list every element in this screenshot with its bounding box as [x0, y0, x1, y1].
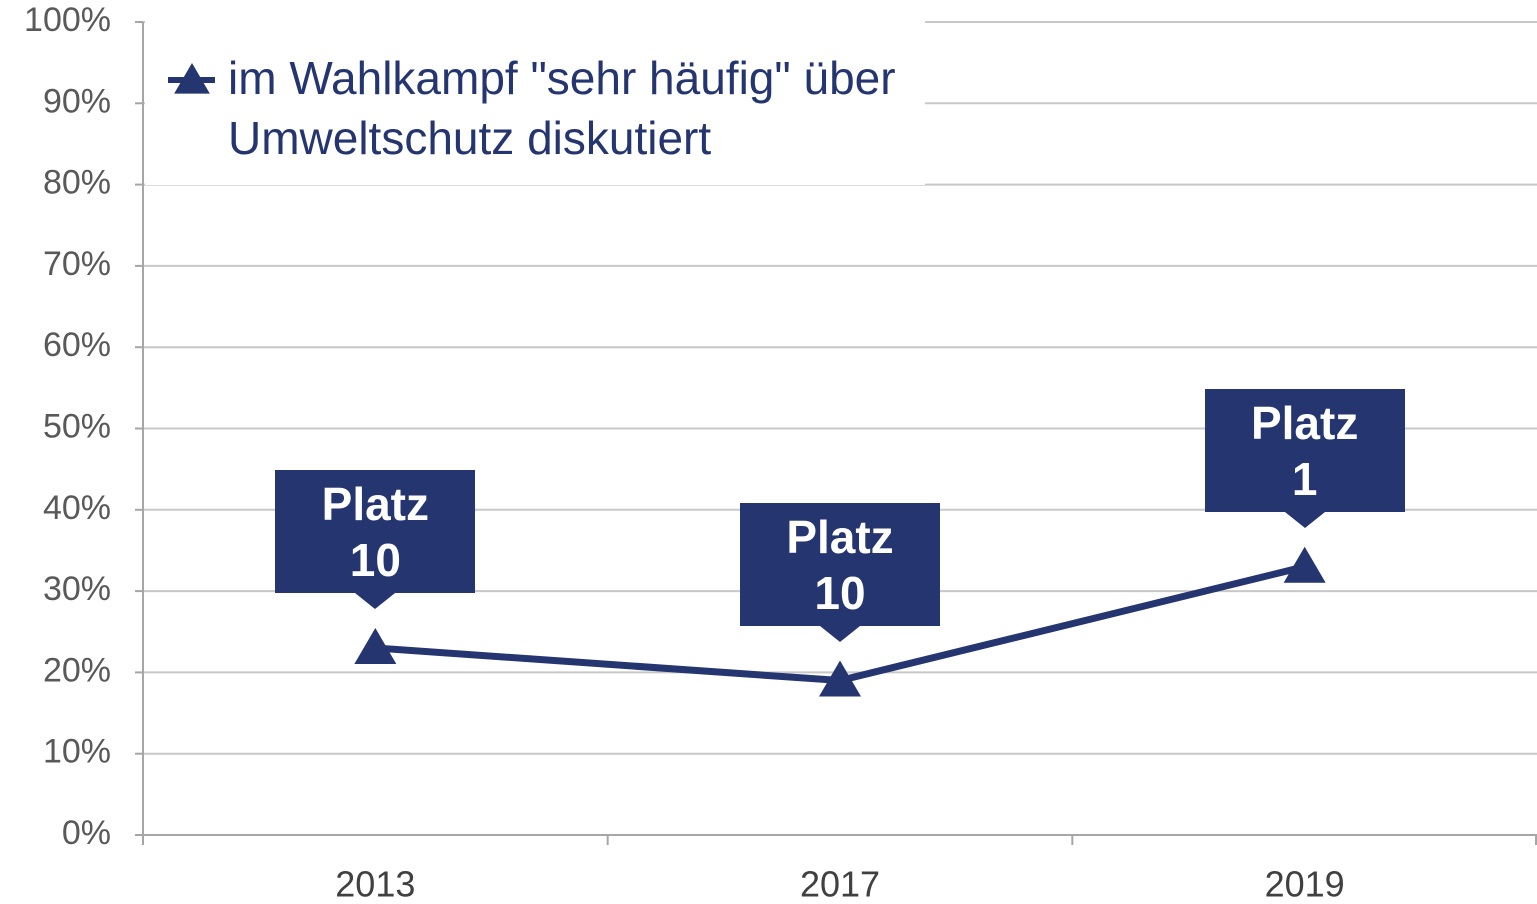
legend-marker	[174, 63, 210, 94]
y-tick-label: 30%	[43, 570, 111, 608]
y-tick-label: 40%	[43, 489, 111, 527]
x-tick-label: 2017	[800, 864, 880, 904]
y-tick-label: 20%	[43, 651, 111, 689]
callout: Platz 10	[740, 502, 940, 642]
y-tick-label: 100%	[24, 1, 111, 39]
y-tick-label: 10%	[43, 733, 111, 771]
y-tick-label: 90%	[43, 82, 111, 120]
legend-background	[145, 20, 925, 185]
x-tick-label: 2019	[1265, 864, 1345, 904]
y-tick-label: 70%	[43, 245, 111, 283]
y-tick-label: 0%	[62, 814, 111, 852]
callout: Platz 10	[275, 470, 476, 609]
callout: Platz 1	[1204, 388, 1405, 528]
point-marker	[819, 660, 861, 697]
x-tick-label: 2013	[335, 864, 415, 904]
point-marker	[1283, 546, 1326, 583]
legend-label: im Wahlkampf "sehr häufig" über Umweltsc…	[228, 52, 896, 164]
y-tick-label: 80%	[43, 164, 111, 202]
y-tick-label: 50%	[43, 407, 111, 445]
point-marker	[354, 628, 397, 665]
y-tick-label: 60%	[43, 326, 111, 364]
